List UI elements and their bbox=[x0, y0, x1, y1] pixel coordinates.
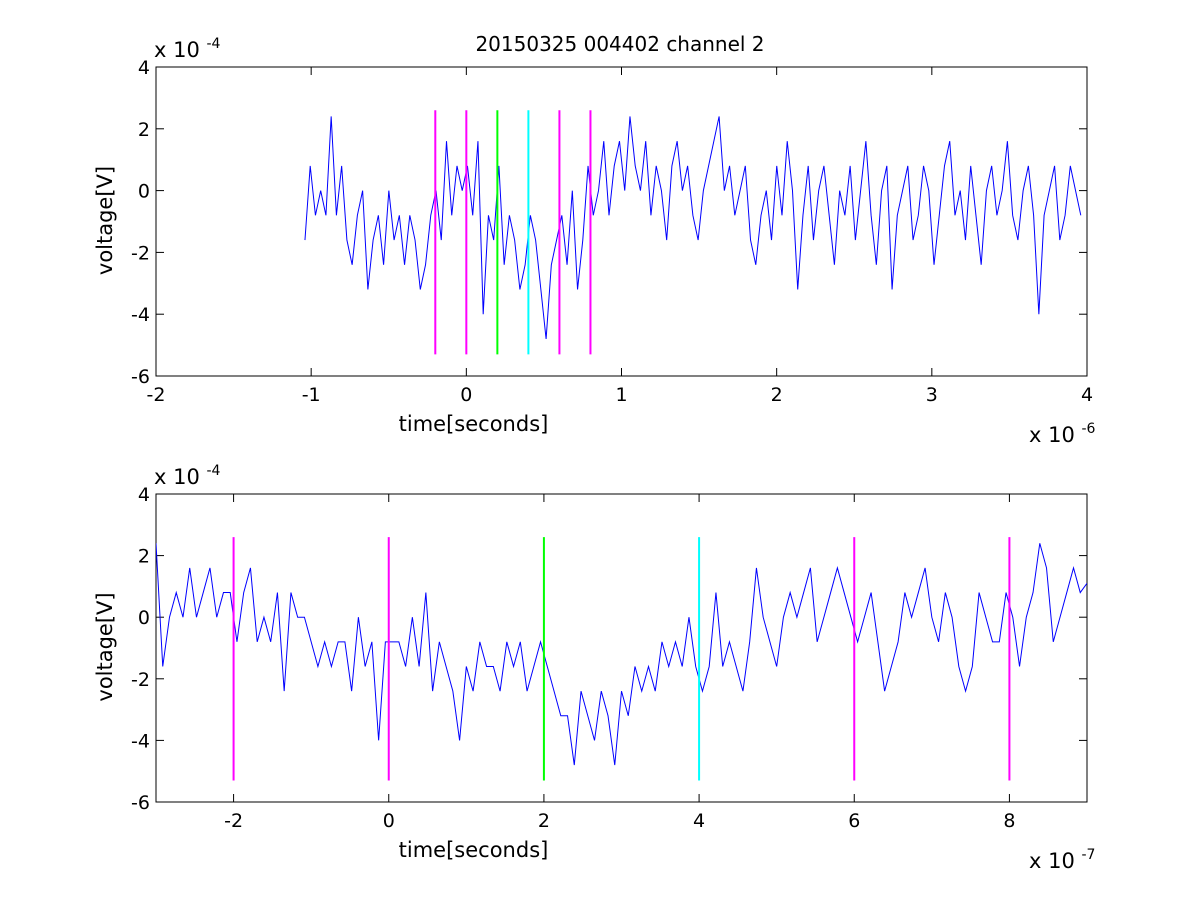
x-tick-label: 1 bbox=[615, 384, 627, 406]
y-tick-label: -2 bbox=[131, 242, 150, 264]
y-tick-label: 4 bbox=[138, 57, 150, 79]
top-axes: -6 -4 -2 0 2 4 -2 -1 0 1 2 3 4 time[seconds] voltage[V… bbox=[93, 36, 1096, 447]
x-tick-label: 4 bbox=[1081, 384, 1093, 406]
x-tick-label: 6 bbox=[848, 810, 860, 832]
y-exponent-label: x 10 -4 bbox=[154, 463, 221, 489]
figure-title: 20150325 004402 channel 2 bbox=[475, 32, 764, 56]
y-tick-label: 4 bbox=[138, 484, 150, 506]
x-tick-label: 2 bbox=[538, 810, 550, 832]
y-tick-label: -6 bbox=[131, 792, 150, 814]
y-exponent-label: x 10 -4 bbox=[154, 36, 221, 62]
x-axis-label: time[seconds] bbox=[399, 838, 549, 862]
y-axis-label: voltage[V] bbox=[93, 166, 117, 275]
x-tick-label: -2 bbox=[147, 384, 166, 406]
y-tick-label: 2 bbox=[138, 546, 150, 568]
y-tick-label: -2 bbox=[131, 669, 150, 691]
x-axis-label: time[seconds] bbox=[399, 412, 549, 436]
signal-series-line bbox=[156, 543, 1087, 766]
x-tick-label: 0 bbox=[460, 384, 472, 406]
x-tick-label: -1 bbox=[302, 384, 321, 406]
y-tick-label: 0 bbox=[138, 181, 150, 203]
x-tick-label: 4 bbox=[693, 810, 705, 832]
signal-series-line bbox=[304, 116, 1082, 339]
axes-frame bbox=[155, 493, 1088, 803]
y-axis-label: voltage[V] bbox=[93, 592, 117, 701]
x-exponent-label: x 10 -7 bbox=[1029, 847, 1095, 873]
y-tick-label: 2 bbox=[138, 119, 150, 141]
y-tick-label: 0 bbox=[138, 607, 150, 629]
x-tick-label: -2 bbox=[224, 810, 243, 832]
x-tick-label: 0 bbox=[383, 810, 395, 832]
x-tick-label: 8 bbox=[1003, 810, 1015, 832]
y-tick-label: -4 bbox=[131, 730, 150, 752]
axes-frame bbox=[155, 66, 1088, 377]
x-exponent-label: x 10 -6 bbox=[1029, 421, 1096, 447]
x-tick-label: 2 bbox=[771, 384, 783, 406]
x-tick-label: 3 bbox=[926, 384, 938, 406]
y-tick-label: -6 bbox=[131, 366, 150, 388]
y-tick-label: -4 bbox=[131, 304, 150, 326]
bottom-axes: -6 -4 -2 0 2 4 -2 0 2 4 6 8 time[seconds] voltage[V] x… bbox=[93, 463, 1095, 873]
